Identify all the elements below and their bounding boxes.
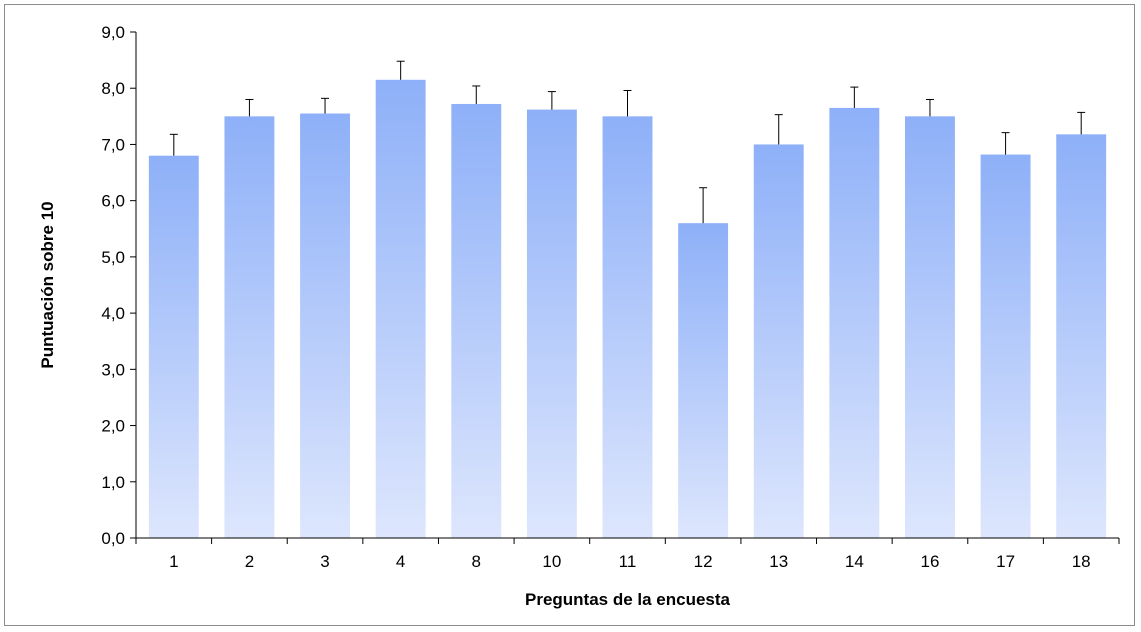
x-tick-label: 3 — [320, 552, 329, 571]
x-axis-title: Preguntas de la encuesta — [525, 590, 731, 609]
y-tick-label: 5,0 — [101, 248, 125, 267]
axes-layer — [130, 31, 1120, 544]
x-tick-label: 14 — [845, 552, 864, 571]
y-tick-label: 8,0 — [101, 79, 125, 98]
y-tick-label: 2,0 — [101, 417, 125, 436]
bar — [678, 223, 729, 538]
bars-layer — [148, 79, 1107, 539]
bar — [1056, 134, 1107, 538]
y-tick-label: 4,0 — [101, 304, 125, 323]
bar — [980, 154, 1031, 538]
y-tick-label: 0,0 — [101, 529, 125, 548]
x-tick-label: 17 — [996, 552, 1015, 571]
x-tick-label: 4 — [396, 552, 405, 571]
y-axis-title: Puntuación sobre 10 — [38, 201, 57, 368]
y-tick-label: 1,0 — [101, 473, 125, 492]
y-tick-label: 6,0 — [101, 192, 125, 211]
x-tick-label: 18 — [1072, 552, 1091, 571]
bar — [602, 116, 653, 538]
bar — [224, 116, 275, 538]
bar — [526, 109, 577, 538]
x-tick-label: 8 — [472, 552, 481, 571]
tick-labels-layer: 0,01,02,03,04,05,06,07,08,09,01 2 3 4 8 10 11 1… — [101, 23, 1090, 571]
x-tick-label: 11 — [619, 552, 637, 571]
bar-chart: 0,01,02,03,04,05,06,07,08,09,01 2 3 4 8 10 11 1… — [38, 23, 1120, 609]
bar — [905, 116, 955, 538]
x-tick-label: 12 — [694, 552, 713, 571]
bar — [148, 155, 199, 538]
y-tick-label: 7,0 — [101, 135, 125, 154]
x-tick-label: 16 — [921, 552, 940, 571]
bar — [753, 144, 804, 538]
x-tick-label: 10 — [542, 552, 561, 571]
y-tick-label: 9,0 — [101, 23, 125, 42]
bar — [375, 79, 426, 539]
x-tick-label: 2 — [245, 552, 254, 571]
x-tick-label: 1 — [169, 552, 178, 571]
bar — [300, 113, 350, 539]
x-tick-label: 13 — [769, 552, 788, 571]
error-bars-layer — [169, 60, 1086, 224]
bar — [829, 107, 880, 539]
y-tick-label: 3,0 — [101, 360, 125, 379]
bar — [451, 103, 502, 538]
chart-frame: 0,0 1,0 2,0 3,0 4,0 5,0 6,0 7,0 8,0 9,0 1 2 3 4 8 10 11 1… — [4, 4, 1135, 626]
